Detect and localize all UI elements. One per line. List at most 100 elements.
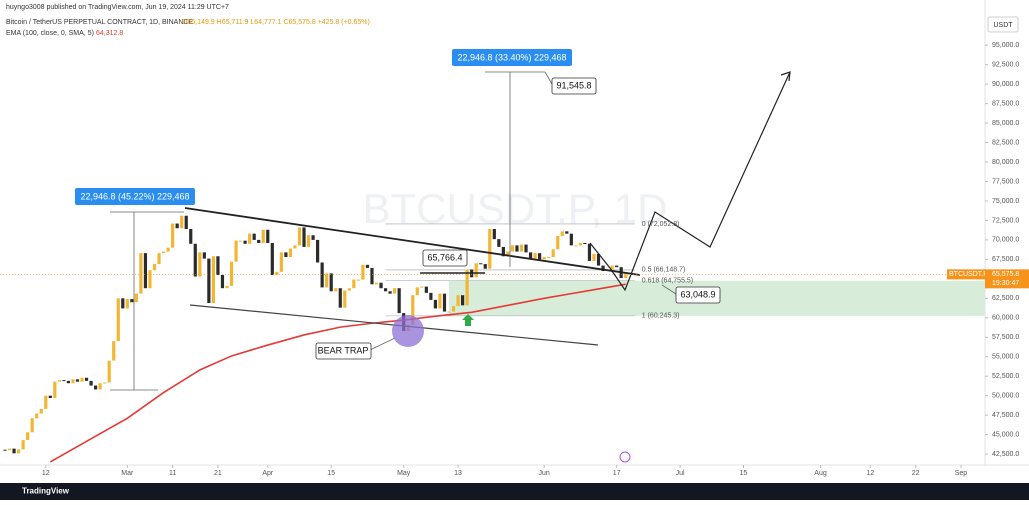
candle-body bbox=[492, 228, 496, 240]
x-tick-label: 11 bbox=[169, 470, 176, 477]
candle-body bbox=[216, 256, 220, 275]
candle-body bbox=[7, 448, 12, 451]
candle-body bbox=[198, 252, 202, 277]
x-tick-label: Jun bbox=[539, 470, 550, 477]
candle-body bbox=[356, 279, 360, 281]
candle-body bbox=[352, 279, 356, 289]
x-tick-label: 15 bbox=[740, 470, 748, 477]
fib-label: 0.5 (66,148.7) bbox=[642, 267, 686, 274]
connector bbox=[544, 71, 553, 85]
note: BEAR TRAP bbox=[318, 345, 369, 355]
trend-line bbox=[184, 207, 641, 276]
candle-body bbox=[297, 227, 302, 246]
currency-button[interactable] bbox=[987, 16, 1019, 33]
candle-body bbox=[220, 274, 225, 289]
candle-body bbox=[306, 235, 311, 247]
candle-body bbox=[234, 240, 238, 262]
x-tick-label: 21 bbox=[214, 470, 222, 477]
candle-body bbox=[229, 261, 234, 286]
candle-body bbox=[547, 257, 551, 259]
y-tick-label: 87,500.0 bbox=[992, 100, 1019, 107]
candle-body bbox=[71, 379, 75, 384]
y-tick-label: 45,000.0 bbox=[992, 431, 1019, 438]
candle-body bbox=[94, 385, 98, 390]
candle-body bbox=[424, 286, 428, 293]
note-box bbox=[422, 249, 468, 267]
candle-body bbox=[347, 288, 351, 291]
candle-body bbox=[334, 288, 338, 292]
symbol-tag bbox=[947, 269, 985, 280]
candle-body bbox=[275, 271, 279, 275]
currency[interactable]: USDT bbox=[993, 22, 1013, 29]
candle-body bbox=[311, 235, 315, 240]
candle-body bbox=[429, 292, 433, 300]
measure-label: 22,946.8 (33.40%) 229,468 bbox=[457, 52, 566, 62]
candle-body bbox=[98, 383, 102, 390]
publisher: huyngo3008 published on TradingView.com,… bbox=[6, 4, 229, 11]
candle-body bbox=[592, 253, 596, 261]
candle-body bbox=[238, 240, 243, 242]
price-tag-label: 65,575.8 bbox=[992, 271, 1019, 278]
candle-body bbox=[279, 252, 283, 272]
candle-body bbox=[610, 265, 614, 270]
candle-body bbox=[488, 228, 492, 269]
candle-body bbox=[556, 236, 560, 250]
arrow-head bbox=[780, 71, 791, 82]
candle-body bbox=[320, 262, 324, 288]
y-tick-label: 92,500.0 bbox=[992, 61, 1019, 68]
y-tick-label: 62,500.0 bbox=[992, 295, 1019, 302]
candle-body bbox=[84, 377, 89, 381]
countdown: 19:30:47 bbox=[992, 280, 1019, 287]
candle-body bbox=[519, 244, 524, 252]
candle-body bbox=[601, 265, 605, 272]
candle-body bbox=[53, 381, 57, 399]
candle-body bbox=[257, 239, 261, 244]
ema-line bbox=[49, 283, 626, 463]
candle-body bbox=[578, 243, 582, 246]
candle-body bbox=[397, 288, 401, 314]
candle-body bbox=[560, 231, 564, 237]
candle-body bbox=[207, 258, 211, 303]
candle-body bbox=[12, 448, 16, 454]
measure-label: 22,946.8 (45.22%) 229,468 bbox=[80, 191, 189, 201]
x-tick-label: 17 bbox=[613, 470, 621, 477]
up-arrow bbox=[462, 314, 474, 326]
candle-body bbox=[189, 228, 193, 244]
candle-body bbox=[148, 270, 152, 289]
candle-body bbox=[379, 282, 383, 289]
candle-body bbox=[524, 244, 528, 253]
candle-body bbox=[587, 243, 592, 261]
ema-label: EMA (100, close, 0, SMA, 5) bbox=[6, 30, 94, 37]
candle-body bbox=[30, 418, 34, 433]
candle-body bbox=[161, 251, 166, 254]
candle-body bbox=[184, 215, 188, 229]
projection-path bbox=[589, 71, 791, 292]
footer bbox=[0, 483, 1029, 500]
note-box bbox=[315, 342, 372, 360]
candle-body bbox=[515, 245, 519, 252]
candle-body bbox=[243, 240, 247, 244]
x-tick-label: 12 bbox=[866, 470, 874, 477]
candle-body bbox=[483, 264, 487, 269]
candle-body bbox=[21, 440, 25, 450]
y-tick-label: 77,500.0 bbox=[992, 178, 1019, 185]
connector bbox=[369, 337, 396, 351]
candle-body bbox=[393, 288, 397, 294]
candle-body bbox=[293, 245, 297, 249]
candle-body bbox=[75, 379, 80, 382]
bear-trap-marker bbox=[392, 315, 424, 347]
candle-body bbox=[62, 380, 66, 382]
y-tick-label: 55,000.0 bbox=[992, 354, 1019, 361]
y-tick-label: 42,500.0 bbox=[992, 451, 1019, 458]
note-box bbox=[675, 286, 721, 304]
candle-body bbox=[180, 215, 184, 229]
candle-body bbox=[89, 380, 93, 386]
candle-body bbox=[365, 264, 370, 268]
x-tick-label: 15 bbox=[327, 470, 335, 477]
candle-body bbox=[506, 251, 510, 257]
y-tick-label: 67,500.0 bbox=[992, 256, 1019, 263]
candle-body bbox=[370, 267, 374, 285]
candle-body bbox=[538, 253, 542, 260]
y-tick-label: 75,000.0 bbox=[992, 198, 1019, 205]
candle-body bbox=[343, 290, 347, 308]
